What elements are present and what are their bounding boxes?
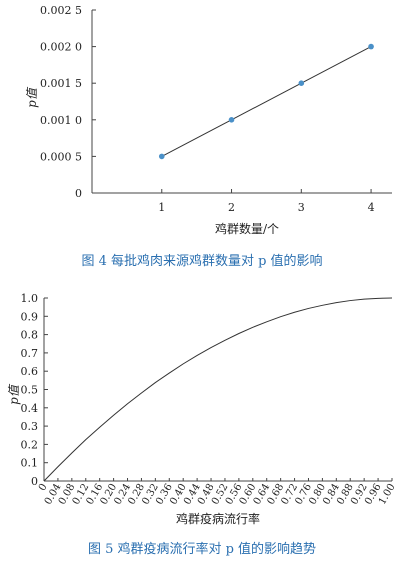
chart-2-x-tick-label: 0 xyxy=(37,482,50,493)
chart-1-y-ticks: 0 0.000 5 0.001 0 0.001 5 0.002 0 0.002 5 xyxy=(40,4,96,200)
chart-1-series-line xyxy=(161,46,372,157)
chart-1-caption: 图 4 每批鸡肉来源鸡群数量对 p 值的影响 xyxy=(81,253,322,269)
chart-2-y-tick-label: 0.7 xyxy=(21,347,39,360)
chart-1-x-axis-label: 鸡群数量/个 xyxy=(215,221,279,236)
chart-2-series-line xyxy=(43,297,393,482)
chart-2-y-tick-label: 0 xyxy=(31,475,38,488)
chart-1-data-point xyxy=(158,153,165,160)
chart-1-x-tick-label: 4 xyxy=(368,201,375,214)
chart-2-y-tick-label: 1.0 xyxy=(21,292,39,305)
chart-2-y-tick-label: 0.6 xyxy=(21,365,39,378)
chart-2-x-ticks: 00.040.080.120.160.200.240.280.320.360.4… xyxy=(37,478,398,507)
chart-2-y-tick-label: 0.2 xyxy=(21,438,39,451)
chart-1-x-tick-label: 3 xyxy=(298,201,305,214)
chart-1-y-tick-label: 0.001 5 xyxy=(40,77,82,90)
chart-2-y-axis-label: p值 xyxy=(7,383,21,405)
chart-2-series xyxy=(43,297,393,482)
chart-1-series xyxy=(158,43,374,160)
chart-2-y-tick-label: 0.3 xyxy=(21,420,39,433)
chart-2-caption: 图 5 鸡群疫病流行率对 p 值的影响趋势 xyxy=(88,541,316,557)
chart-2-y-tick-label: 0.4 xyxy=(21,402,39,415)
chart-1: 0 0.000 5 0.001 0 0.001 5 0.002 0 0.002 5 1 2 3… xyxy=(25,4,392,269)
chart-1-y-tick-label: 0.002 5 xyxy=(40,4,82,17)
chart-2-y-ticks: 0 0.1 0.2 0.3 0.4 0.5 0.6 0.7 0.8 0.9 1.0 xyxy=(21,292,48,488)
chart-1-x-ticks: 1 2 3 4 xyxy=(158,189,375,214)
chart-1-y-tick-label: 0.001 0 xyxy=(40,114,82,127)
chart-1-axes xyxy=(91,10,392,194)
chart-2-axes xyxy=(43,298,392,482)
chart-1-y-tick-label: 0.000 5 xyxy=(40,150,82,163)
chart-2: 0 0.1 0.2 0.3 0.4 0.5 0.6 0.7 0.8 0.9 1.0 00.040.0… xyxy=(7,292,398,557)
chart-1-data-point xyxy=(298,80,305,86)
chart-2-y-tick-label: 0.1 xyxy=(21,457,39,470)
chart-1-x-tick-label: 2 xyxy=(228,201,235,214)
chart-1-data-point xyxy=(368,43,374,50)
chart-1-y-tick-label: 0.002 0 xyxy=(40,41,82,54)
chart-1-x-tick-label: 1 xyxy=(158,201,165,214)
chart-2-y-tick-label: 0.8 xyxy=(21,329,39,342)
chart-2-y-tick-label: 0.9 xyxy=(21,310,39,323)
chart-2-x-axis-label: 鸡群疫病流行率 xyxy=(176,511,260,526)
chart-1-y-axis-label: p值 xyxy=(25,86,39,108)
chart-2-y-tick-label: 0.5 xyxy=(21,384,39,397)
chart-1-data-point xyxy=(228,117,235,123)
chart-1-y-tick-label: 0 xyxy=(75,187,82,200)
